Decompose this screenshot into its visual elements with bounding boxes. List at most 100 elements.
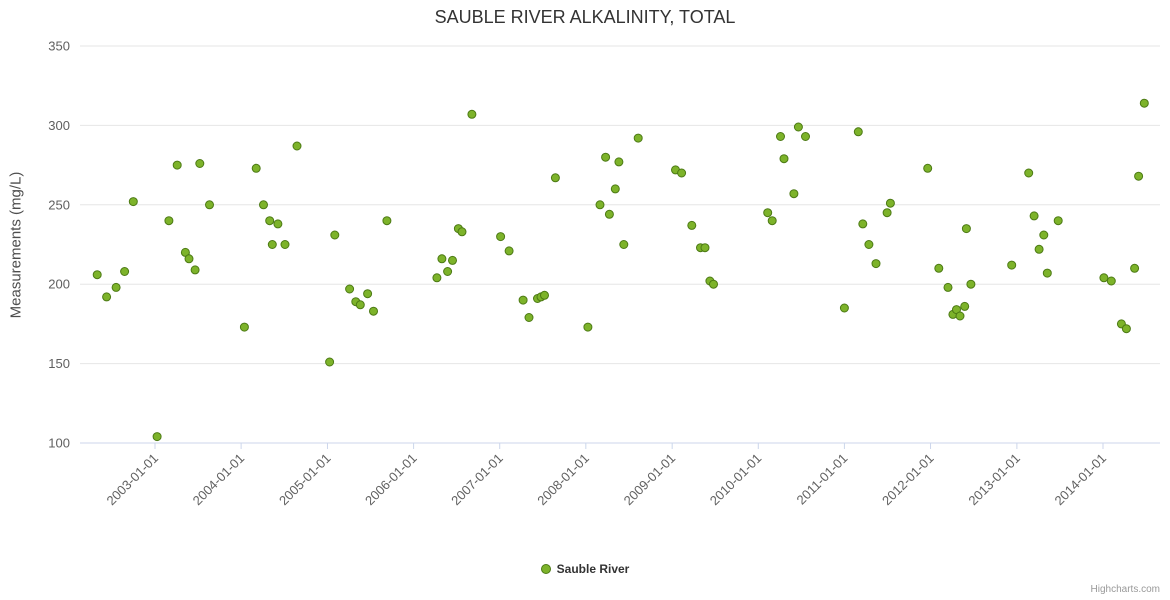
data-point[interactable] <box>152 432 162 442</box>
data-point[interactable] <box>610 184 620 194</box>
y-axis-tick-label: 300 <box>48 118 70 133</box>
y-axis-tick-label: 100 <box>48 436 70 451</box>
data-point[interactable] <box>966 279 976 289</box>
data-point[interactable] <box>882 208 892 218</box>
data-point[interactable] <box>776 132 785 141</box>
data-point[interactable] <box>239 322 249 332</box>
data-point[interactable] <box>504 246 514 256</box>
data-point[interactable] <box>363 289 373 299</box>
data-point[interactable] <box>355 300 365 310</box>
data-point[interactable] <box>1024 168 1034 178</box>
data-point[interactable] <box>330 230 340 240</box>
data-point[interactable] <box>864 240 874 249</box>
legend-item-sauble-river[interactable]: Sauble River <box>540 562 630 576</box>
data-point[interactable] <box>164 216 174 226</box>
data-point[interactable] <box>793 122 803 132</box>
data-point[interactable] <box>1139 98 1149 108</box>
data-point[interactable] <box>540 290 549 300</box>
data-point[interactable] <box>128 197 138 207</box>
data-point[interactable] <box>687 220 697 230</box>
data-point[interactable] <box>858 219 868 229</box>
data-point[interactable] <box>443 267 453 276</box>
data-point[interactable] <box>195 159 205 168</box>
data-point[interactable] <box>102 292 112 302</box>
data-point[interactable] <box>763 208 773 218</box>
data-point[interactable] <box>1099 273 1109 283</box>
data-point[interactable] <box>700 243 710 253</box>
data-point[interactable] <box>184 254 194 264</box>
data-point[interactable] <box>595 200 605 210</box>
data-point[interactable] <box>709 279 718 289</box>
data-point[interactable] <box>518 295 528 305</box>
data-point[interactable] <box>601 152 611 162</box>
data-point[interactable] <box>448 255 457 265</box>
data-point[interactable] <box>943 282 953 292</box>
data-point[interactable] <box>1039 230 1049 240</box>
legend: Sauble River <box>0 562 1170 576</box>
data-point[interactable] <box>437 254 447 264</box>
data-point[interactable] <box>259 200 268 210</box>
data-point[interactable] <box>92 270 102 280</box>
data-point[interactable] <box>496 232 506 242</box>
data-point[interactable] <box>251 163 261 173</box>
data-point[interactable] <box>120 267 130 276</box>
data-point[interactable] <box>960 301 970 311</box>
data-point[interactable] <box>955 311 965 321</box>
x-axis-tick-label: 2011-01-01 <box>794 451 851 508</box>
data-point[interactable] <box>1029 211 1039 221</box>
data-point[interactable] <box>614 157 624 167</box>
data-point[interactable] <box>1130 263 1140 273</box>
x-axis-tick-label: 2013-01-01 <box>965 451 1023 509</box>
data-point[interactable] <box>853 127 863 137</box>
data-point[interactable] <box>467 109 477 119</box>
credits-link[interactable]: Highcharts.com <box>1090 584 1160 595</box>
data-point[interactable] <box>382 216 392 226</box>
data-point[interactable] <box>111 282 121 292</box>
data-point[interactable] <box>524 313 534 322</box>
series-marker-icon <box>540 564 551 574</box>
data-point[interactable] <box>457 227 467 237</box>
y-axis-tick-label: 150 <box>48 356 70 371</box>
data-point[interactable] <box>923 163 933 173</box>
data-point[interactable] <box>885 198 895 208</box>
data-point[interactable] <box>345 284 355 294</box>
data-point[interactable] <box>267 240 277 249</box>
data-point[interactable] <box>934 263 944 273</box>
data-point[interactable] <box>325 357 335 367</box>
x-axis-tick-label: 2006-01-01 <box>362 451 420 509</box>
x-axis-tick-label: 2008-01-01 <box>534 451 592 509</box>
data-point[interactable] <box>265 216 275 226</box>
data-point[interactable] <box>550 173 560 183</box>
data-point[interactable] <box>432 273 442 283</box>
data-point[interactable] <box>604 209 614 219</box>
data-point[interactable] <box>779 154 789 164</box>
data-point[interactable] <box>273 219 283 229</box>
data-point[interactable] <box>871 259 881 269</box>
data-point[interactable] <box>677 168 687 178</box>
data-point[interactable] <box>789 189 799 199</box>
data-point[interactable] <box>1134 171 1144 181</box>
data-point[interactable] <box>1053 216 1063 226</box>
x-axis-tick-label: 2012-01-01 <box>879 451 937 509</box>
data-point[interactable] <box>1106 276 1116 286</box>
data-point[interactable] <box>619 240 629 249</box>
data-point[interactable] <box>1121 324 1131 334</box>
data-point[interactable] <box>1007 260 1017 270</box>
data-point[interactable] <box>280 240 290 249</box>
data-point[interactable] <box>292 141 302 151</box>
data-point[interactable] <box>190 265 200 275</box>
data-point[interactable] <box>839 303 849 313</box>
data-point[interactable] <box>801 132 810 141</box>
x-axis-tick-label: 2007-01-01 <box>448 451 506 509</box>
data-point[interactable] <box>583 322 593 332</box>
data-point[interactable] <box>633 133 643 143</box>
data-point[interactable] <box>369 306 378 316</box>
data-point[interactable] <box>1034 244 1044 254</box>
data-point[interactable] <box>1042 268 1052 278</box>
data-point[interactable] <box>767 216 777 226</box>
data-point[interactable] <box>172 160 182 170</box>
data-point[interactable] <box>961 224 971 234</box>
legend-item-label: Sauble River <box>556 562 630 576</box>
data-point[interactable] <box>205 200 214 210</box>
